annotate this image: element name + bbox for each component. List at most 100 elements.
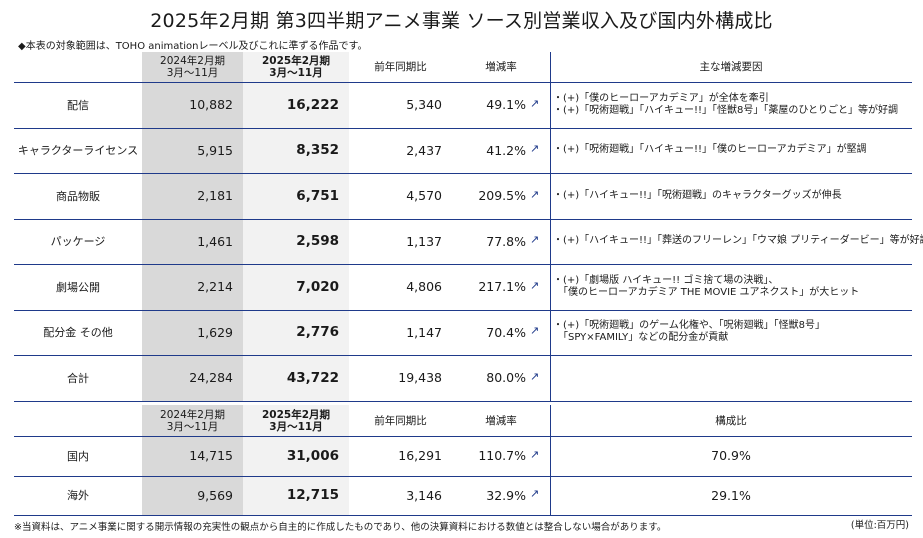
up-arrow-icon: ↗ xyxy=(530,96,540,110)
value-cur: 31,006 xyxy=(286,447,339,464)
region-row-divider xyxy=(14,475,912,477)
value-cur: 12,715 xyxy=(286,487,339,504)
value-rate: 209.5% xyxy=(478,188,526,204)
region-header-composition: 構成比 xyxy=(715,414,747,427)
region-header-cur: 2025年2月期 3月～11月 xyxy=(243,405,349,436)
row-divider xyxy=(14,218,912,220)
value-rate: 49.1% xyxy=(486,97,526,113)
region-row-divider xyxy=(14,515,912,516)
footnote: ※当資料は、アニメ事業に関する開示情報の充実性の観点から自主的に作成したものであ… xyxy=(14,522,667,533)
source-header-prev: 2024年2月期 3月～11月 xyxy=(142,52,243,82)
header-prev-period: 3月～11月 xyxy=(166,420,219,433)
header-cur-period: 3月～11月 xyxy=(269,67,323,79)
value-cur: 2,776 xyxy=(296,324,339,341)
source-header-rate: 増減率 xyxy=(485,61,517,73)
row-divider xyxy=(14,355,912,356)
value-prev: 9,569 xyxy=(197,487,233,503)
reason-text: ・(+)「僕のヒーローアカデミア」が全体を牽引 ・(+)「呪術廻戦」「ハイキュー!… xyxy=(553,82,912,128)
value-prev: 5,915 xyxy=(197,142,233,158)
up-arrow-icon: ↗ xyxy=(530,447,540,461)
page-title: 2025年2月期 第3四半期アニメ事業 ソース別営業収入及び国内外構成比 xyxy=(150,10,773,32)
value-diff: 5,340 xyxy=(406,97,442,113)
value-cur: 43,722 xyxy=(286,369,339,386)
value-diff: 1,137 xyxy=(406,233,442,249)
row-label: 商品物販 xyxy=(56,189,100,203)
shade-prev-column xyxy=(142,52,243,401)
reason-line: ・(+)「僕のヒーローアカデミア」が全体を牽引 xyxy=(553,92,769,104)
value-rate: 217.1% xyxy=(478,279,526,295)
row-label: キャラクターライセンス xyxy=(17,144,139,158)
row-divider xyxy=(14,264,912,265)
row-divider xyxy=(14,127,912,129)
up-arrow-icon: ↗ xyxy=(530,369,540,383)
shade-cur-column xyxy=(243,52,349,401)
value-prev: 2,181 xyxy=(197,188,233,204)
up-arrow-icon: ↗ xyxy=(530,278,540,292)
value-prev: 2,214 xyxy=(197,279,233,295)
reason-line: ・(+)「劇場版 ハイキュー!! ゴミ捨て場の決戦」、 xyxy=(553,274,779,286)
value-rate: 70.4% xyxy=(486,324,526,340)
header-divider xyxy=(14,82,912,83)
value-diff: 1,147 xyxy=(406,324,442,340)
value-diff: 4,806 xyxy=(406,279,442,295)
value-diff: 16,291 xyxy=(398,448,442,464)
composition-share: 29.1% xyxy=(711,487,751,503)
value-cur: 2,598 xyxy=(296,233,339,250)
unit-label: (単位:百万円) xyxy=(850,520,909,531)
value-cur: 16,222 xyxy=(286,96,339,113)
row-divider xyxy=(14,309,912,311)
row-label: 配信 xyxy=(67,98,89,112)
shade-prev-column-region xyxy=(142,405,243,515)
value-rate: 41.2% xyxy=(486,142,526,158)
header-cur-period: 3月～11月 xyxy=(269,420,323,433)
value-cur: 6,751 xyxy=(296,187,339,204)
scope-note: ◆本表の対象範囲は、TOHO animationレーベル及びこれに準ずる作品です… xyxy=(18,41,368,52)
reason-line: ・(+)「ハイキュー!!」「呪術廻戦」のキャラクターグッズが伸長 xyxy=(553,189,842,201)
value-cur: 8,352 xyxy=(296,142,339,159)
value-prev: 14,715 xyxy=(189,448,233,464)
source-header-reasons: 主な増減要因 xyxy=(699,61,763,73)
source-header-cur: 2025年2月期 3月～11月 xyxy=(243,52,349,82)
region-header-yoy: 前年同期比 xyxy=(374,414,427,427)
row-label: パッケージ xyxy=(50,235,106,249)
up-arrow-icon: ↗ xyxy=(530,324,540,338)
region-header-divider xyxy=(14,436,912,437)
region-label: 海外 xyxy=(67,489,89,503)
header-cur-year: 2025年2月期 xyxy=(261,55,331,67)
reason-line: ・(+)「ハイキュー!!」「葬送のフリーレン」「ウマ娘 プリティーダービー」等が… xyxy=(553,235,923,247)
value-diff: 4,570 xyxy=(406,188,442,204)
row-divider xyxy=(14,173,912,174)
header-cur-year: 2025年2月期 xyxy=(261,408,331,421)
row-label: 合計 xyxy=(67,371,89,385)
reason-text: ・(+)「ハイキュー!!」「呪術廻戦」のキャラクターグッズが伸長 xyxy=(553,173,912,219)
row-divider xyxy=(14,400,912,402)
reason-line: ・(+)「呪術廻戦」「ハイキュー!!」「僕のヒーローアカデミア」が堅調 xyxy=(553,144,867,156)
up-arrow-icon: ↗ xyxy=(530,487,540,501)
header-prev-period: 3月～11月 xyxy=(166,67,219,79)
value-prev: 1,461 xyxy=(197,233,233,249)
reason-text: ・(+)「呪術廻戦」「ハイキュー!!」「僕のヒーローアカデミア」が堅調 xyxy=(553,128,912,174)
reason-text: ・(+)「ハイキュー!!」「葬送のフリーレン」「ウマ娘 プリティーダービー」等が… xyxy=(553,219,923,265)
reason-text: ・(+)「呪術廻戦」のゲーム化権や、「呪術廻戦」「怪獣8号」 「SPY×FAMI… xyxy=(553,310,912,356)
value-rate: 110.7% xyxy=(478,448,526,464)
region-header-rate: 増減率 xyxy=(485,414,517,427)
row-label: 配分金 その他 xyxy=(43,326,113,340)
value-rate: 77.8% xyxy=(486,233,526,249)
source-header-yoy: 前年同期比 xyxy=(374,61,427,73)
value-prev: 1,629 xyxy=(197,324,233,340)
up-arrow-icon: ↗ xyxy=(530,142,540,156)
composition-share: 70.9% xyxy=(711,448,751,464)
value-prev: 10,882 xyxy=(189,97,233,113)
shade-cur-column-region xyxy=(243,405,349,515)
value-rate: 32.9% xyxy=(486,487,526,503)
value-cur: 7,020 xyxy=(296,278,339,295)
value-diff: 2,437 xyxy=(406,142,442,158)
header-prev-year: 2024年2月期 xyxy=(160,55,225,67)
region-header-prev: 2024年2月期 3月～11月 xyxy=(142,405,243,436)
reason-line: 「SPY×FAMILY」などの配分金が貢献 xyxy=(553,332,729,344)
row-label: 劇場公開 xyxy=(56,280,100,294)
value-diff: 3,146 xyxy=(406,487,442,503)
reason-text: ・(+)「劇場版 ハイキュー!! ゴミ捨て場の決戦」、 「僕のヒーローアカデミア… xyxy=(553,264,912,310)
header-prev-year: 2024年2月期 xyxy=(160,408,225,421)
reason-line: ・(+)「呪術廻戦」「ハイキュー!!」「怪獣8号」「薬屋のひとりごと」等が好調 xyxy=(553,104,899,116)
